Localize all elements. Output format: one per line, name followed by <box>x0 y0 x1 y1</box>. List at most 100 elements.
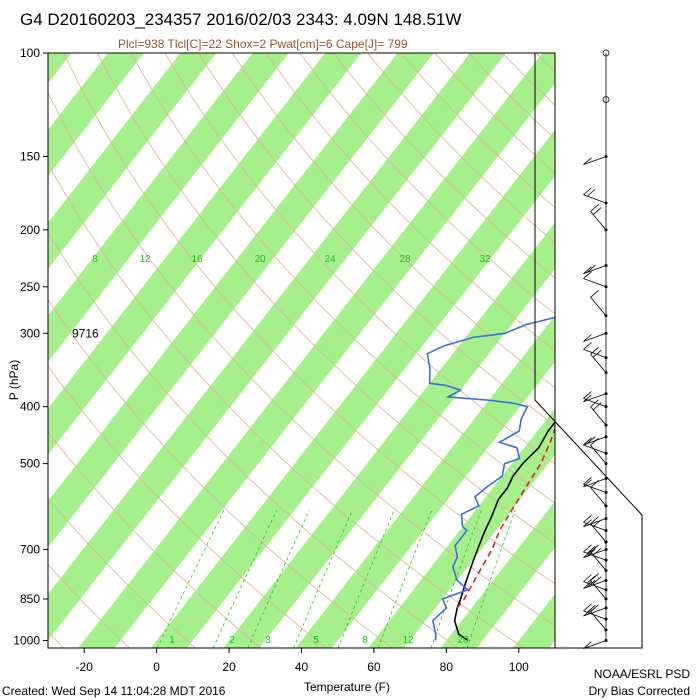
bias-note: Dry Bias Corrected <box>589 684 690 698</box>
wind-barb-flag <box>592 547 602 556</box>
wind-barb-panel <box>534 49 643 650</box>
mixing-ratio-lines <box>156 509 516 648</box>
wind-barb-flag <box>586 579 596 588</box>
y-tick-label: 700 <box>20 542 40 556</box>
chart-title: G4 D20160203_234357 2016/02/03 2343: 4.0… <box>20 10 461 29</box>
wind-barb-flag <box>592 349 602 358</box>
wind-barb-staff <box>583 332 607 342</box>
mixing-ratio-line <box>430 509 482 648</box>
mixing-ratio-line <box>247 509 310 648</box>
wind-barb-staff <box>583 398 607 408</box>
wind-barb-flag <box>583 391 592 399</box>
wind-barb-flag <box>583 187 592 196</box>
wind-barb-flag <box>583 334 592 342</box>
dry-adiabat <box>48 365 328 648</box>
y-tick-label: 100 <box>20 46 40 60</box>
isotherm-band <box>48 53 362 455</box>
wind-barb-flag <box>590 480 599 488</box>
org-label: NOAA/ESRL PSD <box>594 667 691 681</box>
wind-barb-flag <box>583 574 592 582</box>
wind-barb-staff <box>583 156 607 166</box>
isotherm-band <box>78 53 555 648</box>
wind-barb-flag <box>592 402 602 411</box>
wind-barb-staff <box>590 297 607 316</box>
wind-barb-flag <box>583 641 592 649</box>
wind-barb-staff <box>583 444 607 454</box>
dry-adiabat <box>48 497 196 648</box>
mixing-ratio-line <box>466 509 516 648</box>
mixing-ratio-label: 24 <box>324 254 336 265</box>
mixing-ratio-label-bottom: 12 <box>402 635 414 646</box>
wind-barb-flag <box>583 603 592 612</box>
wind-barb-flag <box>583 581 592 589</box>
dry-adiabat <box>299 53 555 315</box>
wind-barb-flag <box>583 479 592 487</box>
wind-barb-flag <box>590 346 599 355</box>
x-axis-label: Temperature (F) <box>304 680 390 694</box>
mixing-ratio-label-bottom: 5 <box>313 635 319 646</box>
dry-adiabat <box>48 162 525 648</box>
dry-adiabat <box>48 431 262 648</box>
x-tick-label: 20 <box>222 660 236 674</box>
wind-barb-flag <box>590 516 599 524</box>
wind-barb-flag <box>590 204 599 212</box>
wind-barb-staff <box>583 265 607 275</box>
wind-barb-flag <box>583 157 592 165</box>
mixing-ratio-line <box>212 509 278 648</box>
wind-barb-flag <box>590 573 599 581</box>
mixing-ratio-line <box>293 509 353 648</box>
isotherm-band <box>48 53 289 362</box>
wind-barb-flag <box>586 605 596 613</box>
wind-barb-staff <box>583 194 607 204</box>
y-tick-label: 300 <box>20 326 40 340</box>
mixing-ratio-line <box>337 509 395 648</box>
wind-barb-staff <box>583 579 607 589</box>
wind-barb-flag <box>583 515 592 523</box>
wind-barb-flag <box>586 265 596 273</box>
wind-barb-staff <box>583 521 607 531</box>
mixing-ratio-label-bottom: 8 <box>362 635 368 646</box>
wind-barb-flag <box>590 399 599 408</box>
wind-barb-flag <box>583 342 592 350</box>
wind-calm-circle <box>602 49 610 57</box>
dry-adiabat <box>535 53 555 73</box>
isotherm-band <box>368 408 555 648</box>
wind-barb-staff <box>583 278 607 288</box>
dry-adiabat <box>130 53 555 504</box>
y-axis-label: P (hPa) <box>7 360 21 400</box>
mixing-ratio-label: 12 <box>139 254 151 265</box>
y-tick-label: 500 <box>20 457 40 471</box>
wind-barb-flag <box>586 575 596 584</box>
mixing-ratio-line <box>156 509 225 648</box>
isotherm-bands <box>48 53 700 648</box>
mixing-ratio-line <box>377 509 433 648</box>
dry-adiabat <box>48 298 393 648</box>
dry-adiabat <box>265 53 555 352</box>
wind-barb-flag <box>583 437 592 446</box>
isotherm-band <box>48 53 72 84</box>
dry-adiabat <box>48 91 555 627</box>
mixing-ratio-label: 16 <box>191 254 203 265</box>
mixing-ratio-label-bottom: 20 <box>457 635 469 646</box>
mixing-ratio-label-bottom: 1 <box>169 635 175 646</box>
wind-barb-flag <box>583 394 592 403</box>
wind-barb-staff <box>583 518 607 528</box>
height-annotation: 9716 <box>72 326 99 340</box>
isotherm-band <box>658 53 700 648</box>
wind-barb-flag <box>590 437 599 446</box>
wind-barb-staff <box>583 436 607 446</box>
wind-barb-flag <box>583 544 592 553</box>
isotherm-band <box>48 53 217 270</box>
mixing-ratio-label: 20 <box>254 254 266 265</box>
wind-barb-staff <box>583 393 607 403</box>
x-tick-label: 100 <box>509 660 529 674</box>
dry-adiabats <box>48 53 555 648</box>
wind-barb-flag <box>590 290 599 298</box>
isotherm-band <box>223 222 555 648</box>
dry-adiabat <box>48 231 459 648</box>
series-parcel-line <box>456 426 555 609</box>
x-tick-label: 40 <box>295 660 309 674</box>
dry-adiabat <box>48 563 130 648</box>
